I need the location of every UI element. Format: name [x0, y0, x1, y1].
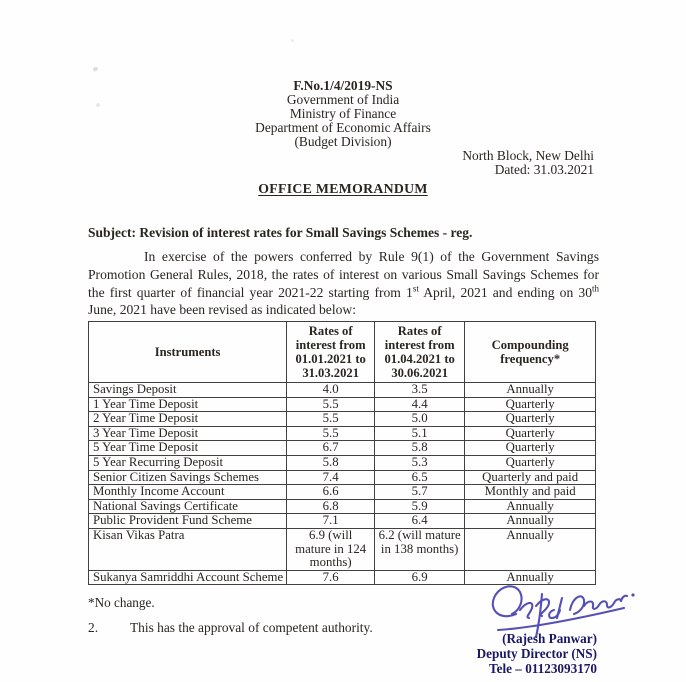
cell-instrument: 1 Year Time Deposit	[87, 396, 288, 413]
cell-instrument: Public Provident Fund Scheme	[87, 513, 288, 529]
cell-rate-new: 5.1	[374, 425, 466, 442]
table-row: Senior Citizen Savings Schemes 7.4 6.5 Q…	[87, 469, 597, 486]
cell-rate-prev: 6.8	[286, 498, 376, 515]
col-header-rates-prev-quarter: Rates of interest from 01.01.2021 to 31.…	[286, 321, 376, 383]
cell-compounding: Annually	[464, 513, 597, 529]
col-header-compounding: Compounding frequency*	[464, 321, 597, 383]
cell-rate-new: 5.9	[374, 498, 466, 515]
cell-rate-prev: 7.4	[286, 469, 376, 486]
date-line: Dated: 31.03.2021	[494, 162, 594, 177]
paragraph-text: June, 2021 have been revised as indicate…	[88, 302, 357, 318]
cell-rate-new: 5.0	[374, 411, 466, 427]
cell-instrument: 2 Year Time Deposit	[87, 411, 288, 427]
scan-artifact	[92, 66, 99, 72]
approval-paragraph: 2. This has the approval of competent aut…	[88, 620, 508, 636]
cell-rate-prev: 6.7	[286, 440, 376, 456]
cell-instrument: National Savings Certificate	[87, 498, 288, 515]
cell-rate-new: 4.4	[374, 396, 466, 413]
paragraph-text: In exercise of the powers conferred by R…	[88, 249, 599, 300]
paragraph-text: April, 2021 and ending on 30	[418, 284, 592, 300]
signatory-designation: Deputy Director (NS)	[476, 646, 597, 661]
org-line-government: Government of India	[286, 92, 400, 107]
table-row: 1 Year Time Deposit 5.5 4.4 Quarterly	[87, 396, 597, 413]
org-line-department: Department of Economic Affairs	[255, 120, 431, 135]
cell-instrument: Sukanya Samriddhi Account Scheme	[87, 569, 288, 586]
cell-instrument: 5 Year Time Deposit	[87, 440, 288, 456]
org-line-division: (Budget Division)	[294, 134, 392, 149]
cell-rate-prev: 5.8	[286, 454, 376, 471]
cell-rate-new: 5.3	[374, 454, 466, 471]
letterhead: F.No.1/4/2019-NS Government of India Min…	[0, 79, 686, 149]
cell-compounding: Quarterly	[464, 454, 597, 471]
cell-rate-prev: 5.5	[286, 425, 376, 442]
cell-rate-prev: 6.6	[286, 484, 376, 500]
cell-instrument: Savings Deposit	[87, 382, 288, 398]
cell-rate-prev: 7.6	[286, 569, 376, 586]
cell-compounding: Annually	[464, 498, 597, 515]
cell-instrument: Monthly Income Account	[87, 484, 288, 500]
cell-rate-new: 6.5	[374, 469, 466, 486]
table-row: Sukanya Samriddhi Account Scheme 7.6 6.9…	[87, 569, 597, 586]
cell-rate-new: 5.7	[374, 484, 466, 500]
cell-compounding: Quarterly	[464, 411, 597, 427]
signatory-telephone: Tele – 01123093170	[489, 661, 597, 676]
org-line-ministry: Ministry of Finance	[289, 106, 397, 121]
cell-compounding: Annually	[464, 569, 597, 586]
paragraph-number: 2.	[88, 620, 99, 635]
cell-instrument: Kisan Vikas Patra	[87, 527, 288, 571]
cell-compounding: Annually	[464, 382, 597, 398]
cell-compounding: Quarterly	[464, 440, 597, 456]
cell-rate-prev: 4.0	[286, 382, 376, 398]
cell-instrument: 5 Year Recurring Deposit	[87, 454, 288, 471]
rates-table-body: Savings Deposit 4.0 3.5 Annually 1 Year …	[87, 382, 597, 586]
table-row: Savings Deposit 4.0 3.5 Annually	[87, 382, 597, 398]
table-row: Monthly Income Account 6.6 5.7 Monthly a…	[87, 484, 597, 500]
scan-artifact	[96, 103, 100, 107]
superscript-st: st	[412, 283, 419, 294]
subject-line: Subject: Revision of interest rates for …	[88, 225, 473, 240]
cell-compounding: Annually	[464, 527, 597, 571]
file-number: F.No.1/4/2019-NS	[293, 78, 393, 93]
table-row: 5 Year Recurring Deposit 5.8 5.3 Quarter…	[87, 454, 597, 471]
place-date-block: North Block, New Delhi Dated: 31.03.2021	[462, 149, 594, 177]
cell-rate-new: 6.9	[374, 569, 466, 586]
cell-compounding: Monthly and paid	[464, 484, 597, 500]
signatory-name: (Rajesh Panwar)	[502, 631, 597, 646]
table-row: 3 Year Time Deposit 5.5 5.1 Quarterly	[87, 425, 597, 442]
superscript-th: th	[592, 283, 600, 294]
body-paragraph: In exercise of the powers conferred by R…	[88, 248, 599, 319]
col-header-instruments: Instruments	[87, 321, 288, 383]
table-row: 2 Year Time Deposit 5.5 5.0 Quarterly	[87, 411, 597, 427]
table-footnote: *No change.	[88, 595, 155, 610]
col-header-rates-new-quarter: Rates of interest from 01.04.2021 to 30.…	[374, 321, 466, 383]
cell-instrument: Senior Citizen Savings Schemes	[87, 469, 288, 486]
table-row: National Savings Certificate 6.8 5.9 Ann…	[87, 498, 597, 515]
table-row: Kisan Vikas Patra 6.9 (will mature in 12…	[87, 527, 597, 571]
cell-rate-prev: 5.5	[286, 396, 376, 413]
rates-table: Instruments Rates of interest from 01.01…	[87, 321, 597, 586]
cell-rate-new: 3.5	[374, 382, 466, 398]
table-header-row: Instruments Rates of interest from 01.01…	[87, 321, 597, 383]
signature-scribble	[491, 585, 635, 638]
approval-text: This has the approval of competent autho…	[130, 620, 373, 635]
cell-rate-new: 5.8	[374, 440, 466, 456]
cell-rate-prev: 6.9 (will mature in 124 months)	[286, 527, 376, 571]
signatory-block: (Rajesh Panwar) Deputy Director (NS) Tel…	[477, 631, 597, 676]
cell-compounding: Quarterly	[464, 396, 597, 413]
cell-compounding: Quarterly	[464, 425, 597, 442]
cell-rate-new: 6.4	[374, 513, 466, 529]
cell-rate-prev: 5.5	[286, 411, 376, 427]
cell-compounding: Quarterly and paid	[464, 469, 597, 486]
place-line: North Block, New Delhi	[462, 148, 594, 163]
scan-artifact	[291, 39, 294, 42]
cell-rate-prev: 7.1	[286, 513, 376, 529]
cell-instrument: 3 Year Time Deposit	[87, 425, 288, 442]
table-row: Public Provident Fund Scheme 7.1 6.4 Ann…	[87, 513, 597, 529]
cell-rate-new: 6.2 (will mature in 138 months)	[374, 527, 466, 571]
memo-title: OFFICE MEMORANDUM	[258, 181, 428, 196]
table-row: 5 Year Time Deposit 6.7 5.8 Quarterly	[87, 440, 597, 456]
